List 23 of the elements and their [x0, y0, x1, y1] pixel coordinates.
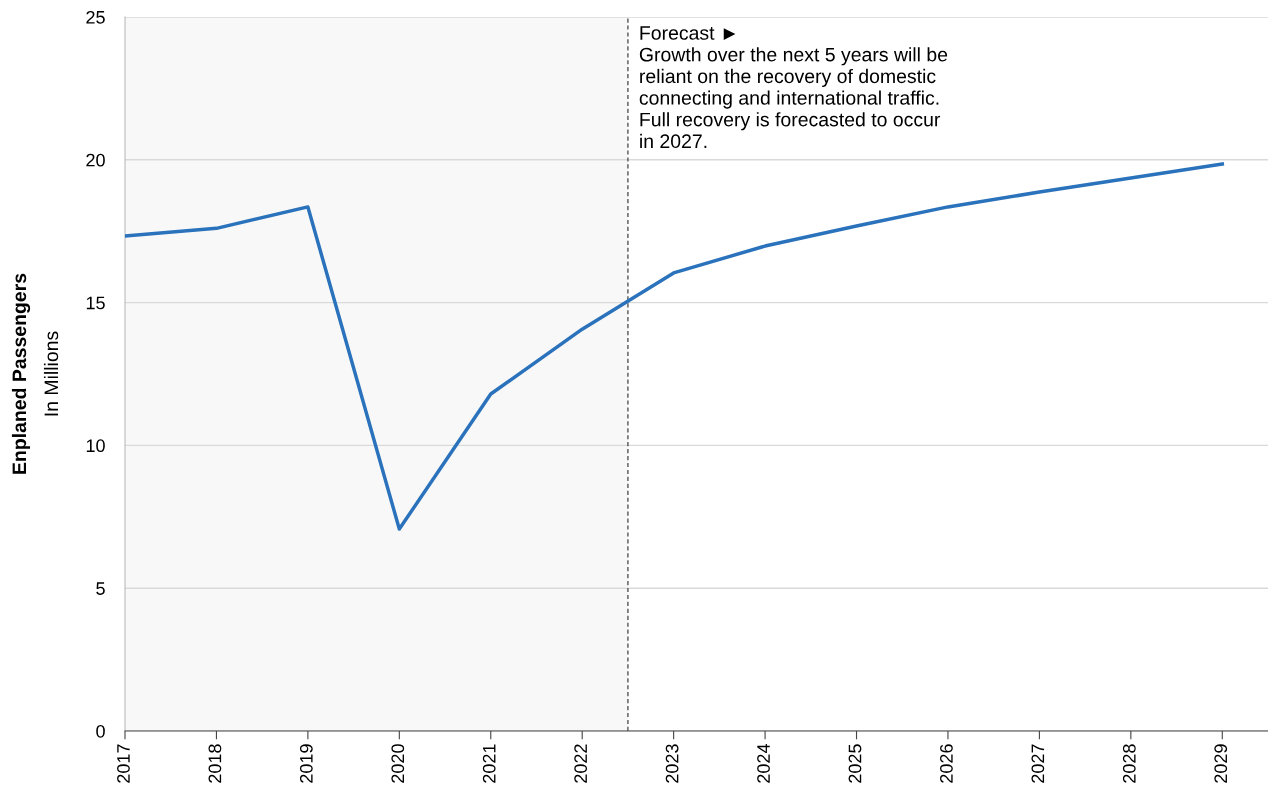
- x-tick-label: 2019: [299, 744, 313, 783]
- x-tick-label: 2022: [574, 744, 588, 783]
- x-tick-label: 2021: [482, 744, 496, 783]
- x-tick-label: 2028: [1122, 744, 1136, 783]
- y-tick-label: 25: [86, 10, 105, 24]
- text: In Millions: [43, 331, 59, 416]
- x-tick-label: 2024: [757, 744, 770, 783]
- x-tick-label: 2017: [117, 744, 130, 783]
- y-tick-label: 20: [86, 153, 105, 167]
- x-tick-label: 2018: [208, 744, 222, 783]
- x-tick-label: 2023: [665, 744, 679, 783]
- annotation: Forecast ► Growth over the next 5 years will be reliant on the recovery of domestic connecting and international traffic. Full recovery is forecasted to occur in 2027.: [639, 26, 948, 149]
- x-tick-label: 2020: [391, 744, 405, 783]
- y-tick-label: 10: [86, 439, 105, 453]
- x-tick-label: 2025: [848, 744, 862, 783]
- y-tick-label: 0: [96, 724, 105, 738]
- y-tick-label: 15: [86, 296, 105, 310]
- x-tick-label: 2026: [940, 744, 953, 783]
- x-tick-label: 2029: [1214, 744, 1228, 783]
- line-series: [125, 162, 1225, 531]
- y-axis-title: Enplaned Passengers: [11, 273, 31, 474]
- x-tick-label: 2027: [1031, 744, 1045, 783]
- y-tick-label: 5: [96, 582, 105, 595]
